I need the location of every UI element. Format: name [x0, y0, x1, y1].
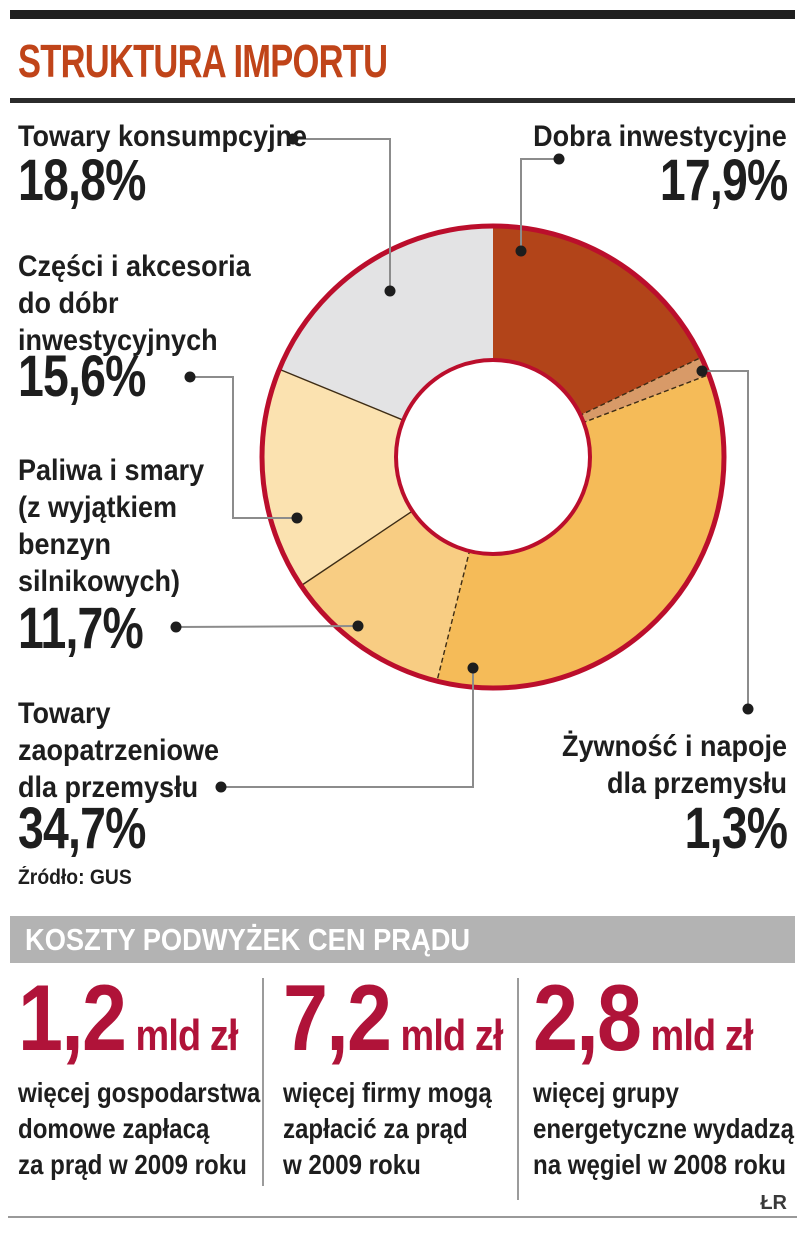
- label-line: Żywność i napoje: [561, 730, 787, 763]
- stat-desc-line: więcej grupy: [533, 1077, 679, 1109]
- label-line: inwestycyjnych: [18, 324, 218, 357]
- label-line: dla przemysłu: [18, 771, 199, 804]
- label-zywnosc-napoje: Żywność i napoje dla przemysłu: [562, 728, 787, 802]
- donut-ring: [394, 358, 592, 556]
- chart-source: Źródło: GUS: [18, 866, 132, 889]
- label-line: do dóbr: [18, 287, 119, 320]
- stat-unit: mld zł: [400, 1011, 504, 1060]
- leader-dot: [742, 703, 754, 715]
- value-czesci-akcesoria: 15,6%: [18, 344, 146, 409]
- section2-band: KOSZTY PODWYŻEK CEN PRĄDU: [10, 916, 795, 963]
- bottom-rule: [8, 1216, 797, 1218]
- label-line: Towary: [18, 697, 111, 730]
- segment-divider: [578, 355, 704, 417]
- pie-segment: [436, 373, 726, 690]
- segment-divider: [299, 509, 415, 588]
- stat-desc-line: domowe zapłacą: [18, 1113, 210, 1145]
- label-line: Paliwa i smary: [18, 454, 205, 487]
- stat-desc-line: za prąd w 2009 roku: [18, 1149, 247, 1181]
- leader-dot: [184, 371, 196, 383]
- label-paliwa-smary: Paliwa i smary (z wyjątkiem benzyn silni…: [18, 452, 204, 600]
- import-structure-donut-chart: [259, 223, 727, 691]
- stat-value: 1,2: [18, 965, 127, 1070]
- leader-dot: [553, 153, 565, 165]
- value-dobra-inwestycyjne: 17,9%: [659, 148, 787, 213]
- value-towary-konsumpcyjne: 18,8%: [18, 148, 146, 213]
- stat-companies: 7,2 mld zł więcej firmy mogą zapłacić za…: [283, 965, 504, 1183]
- stat-unit: mld zł: [650, 1011, 754, 1060]
- stat-unit: mld zł: [135, 1011, 239, 1060]
- title-rule: [10, 98, 795, 103]
- label-czesci-akcesoria: Części i akcesoria do dóbr inwestycyjnyc…: [18, 248, 251, 359]
- stat-desc-line: więcej gospodarstwa: [18, 1077, 261, 1109]
- pie-segment: [578, 356, 711, 424]
- label-line: dla przemysłu: [606, 767, 787, 800]
- value-zywnosc-napoje: 1,3%: [684, 796, 787, 861]
- stat-value: 2,8: [533, 965, 642, 1070]
- label-line: Części i akcesoria: [18, 250, 251, 283]
- stat-divider-2: [517, 978, 519, 1200]
- label-towary-zaopatrzeniowe: Towary zaopatrzeniowe dla przemysłu: [18, 695, 219, 806]
- value-paliwa-smary: 11,7%: [18, 596, 144, 661]
- stat-energy-groups: 2,8 mld zł więcej grupy energetyczne wyd…: [533, 965, 794, 1183]
- leader-dot: [170, 621, 182, 633]
- pie-segment: [277, 223, 493, 421]
- label-towary-konsumpcyjne: Towary konsumpcyjne: [18, 120, 308, 153]
- stat-value: 7,2: [283, 965, 392, 1070]
- value-towary-zaopatrzeniowe: 34,7%: [18, 796, 146, 861]
- label-line: silnikowych): [18, 565, 181, 598]
- stat-desc-line: więcej firmy mogą: [283, 1077, 492, 1109]
- stat-desc-line: energetyczne wydadzą: [533, 1113, 794, 1145]
- stat-desc-line: na węgiel w 2008 roku: [533, 1149, 786, 1181]
- section2-title: KOSZTY PODWYŻEK CEN PRĄDU: [25, 921, 471, 957]
- pie-segment: [299, 509, 470, 684]
- label-line: zaopatrzeniowe: [18, 734, 220, 767]
- pie-segment: [260, 368, 415, 587]
- segment-divider: [435, 548, 471, 684]
- page-title: STRUKTURA IMPORTU: [18, 35, 388, 87]
- stat-desc-line: w 2009 roku: [283, 1149, 421, 1181]
- label-dobra-inwestycyjne: Dobra inwestycyjne: [533, 120, 787, 153]
- credit: ŁR: [760, 1192, 787, 1214]
- segment-divider: [277, 367, 406, 422]
- label-line: benzyn: [18, 528, 112, 561]
- stat-divider-1: [262, 978, 264, 1186]
- stat-desc-line: zapłacić za prąd: [283, 1113, 468, 1145]
- label-line: (z wyjątkiem: [18, 491, 178, 524]
- pie-segment: [493, 224, 704, 417]
- stat-households: 1,2 mld zł więcej gospodarstwa domowe za…: [18, 965, 261, 1183]
- top-rule: [10, 10, 795, 19]
